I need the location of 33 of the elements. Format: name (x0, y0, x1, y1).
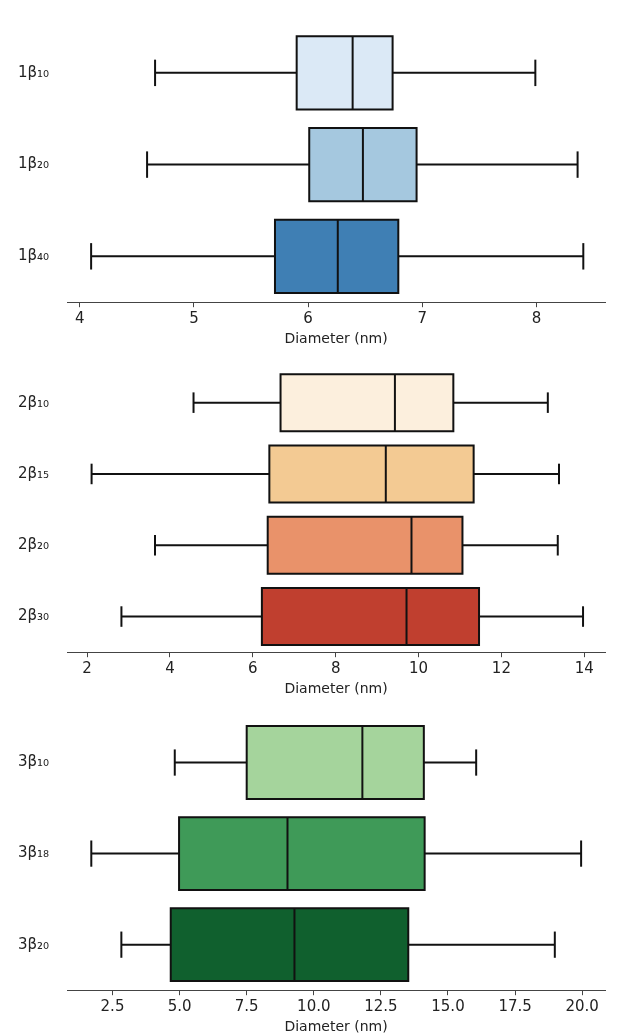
x-tick-label: 8 (531, 309, 542, 328)
x-tick-label: 12.5 (364, 997, 398, 1016)
x-tick-label: 4 (74, 309, 85, 328)
y-tick-label: 1β₁₀ (17, 62, 50, 81)
y-tick-label: 1β₂₀ (17, 154, 50, 173)
y-tick-label: 2β₂₀ (17, 535, 50, 554)
x-tick-label: 20.0 (565, 997, 599, 1016)
x-tick-label: 17.5 (498, 997, 532, 1016)
x-tick-label: 8 (330, 659, 341, 678)
x-tick-label: 10.0 (297, 997, 331, 1016)
x-tick-label: 5.0 (167, 997, 192, 1016)
y-tick-label: 1β₄₀ (17, 246, 50, 265)
x-tick-label: 2.5 (100, 997, 125, 1016)
x-tick-label: 2 (82, 659, 92, 678)
x-axis-title: Diameter (nm) (284, 1018, 388, 1035)
x-tick-label: 6 (303, 309, 313, 328)
x-tick-label: 10 (408, 659, 429, 678)
y-tick-label: 2β₃₀ (17, 606, 50, 625)
x-tick-label: 15.0 (431, 997, 465, 1016)
x-tick-label: 7 (417, 309, 428, 328)
y-tick-label: 2β₁₅ (17, 463, 50, 482)
x-tick-label: 6 (248, 659, 258, 678)
x-tick-label: 4 (165, 659, 175, 678)
x-tick-label: 7.5 (234, 997, 259, 1016)
y-tick-label: 2β₁₀ (17, 392, 50, 411)
x-tick-label: 5 (189, 309, 199, 328)
x-axis-title: Diameter (nm) (284, 330, 388, 347)
x-tick-label: 14 (574, 659, 594, 678)
x-axis-title: Diameter (nm) (284, 680, 388, 697)
y-tick-label: 3β₁₀ (17, 752, 50, 771)
y-tick-label: 3β₁₈ (17, 843, 50, 862)
y-tick-label: 3β₂₀ (17, 934, 50, 953)
x-tick-label: 12 (491, 659, 511, 678)
